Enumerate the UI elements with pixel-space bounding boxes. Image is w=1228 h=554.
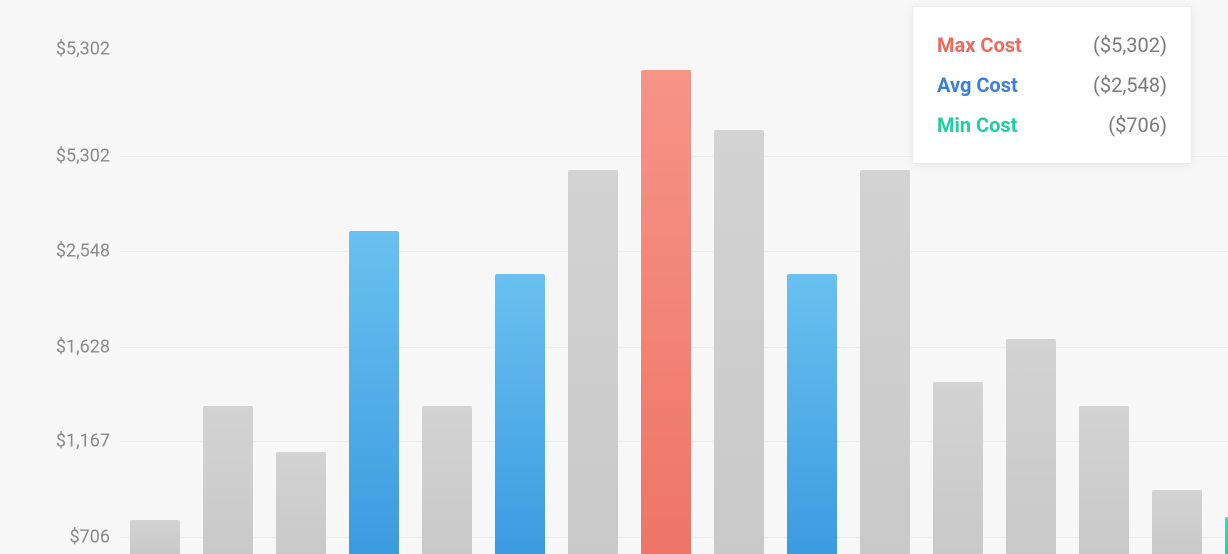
legend-row: Avg Cost ($2,548) [937,65,1167,105]
bar [568,170,618,554]
y-axis-tick-label: $1,628 [0,337,110,358]
y-axis-tick-label: $5,302 [0,146,110,167]
bar [349,231,399,554]
bar [1152,490,1202,554]
legend-label: Min Cost [937,113,1017,137]
bar [130,520,180,554]
bar [933,382,983,554]
y-axis-tick-label: $5,302 [0,39,110,60]
bar [203,406,253,554]
bar [1079,406,1129,554]
bar [422,406,472,554]
legend-label: Avg Cost [937,73,1018,97]
bar [860,170,910,554]
legend-value: ($5,302) [1093,33,1167,57]
bar [641,70,691,554]
bar [714,130,764,554]
legend-label: Max Cost [937,33,1022,57]
bar [276,452,326,554]
legend-value: ($706) [1108,113,1167,137]
y-axis-tick-label: $706 [0,527,110,548]
legend-row: Min Cost ($706) [937,105,1167,145]
bar [1006,339,1056,554]
y-axis-tick-label: $1,167 [0,431,110,452]
y-axis-tick-label: $2,548 [0,241,110,262]
legend-value: ($2,548) [1093,73,1167,97]
legend-card: Max Cost ($5,302) Avg Cost ($2,548) Min Cost… [912,6,1192,164]
bar [495,274,545,554]
bar [787,274,837,554]
legend-row: Max Cost ($5,302) [937,25,1167,65]
